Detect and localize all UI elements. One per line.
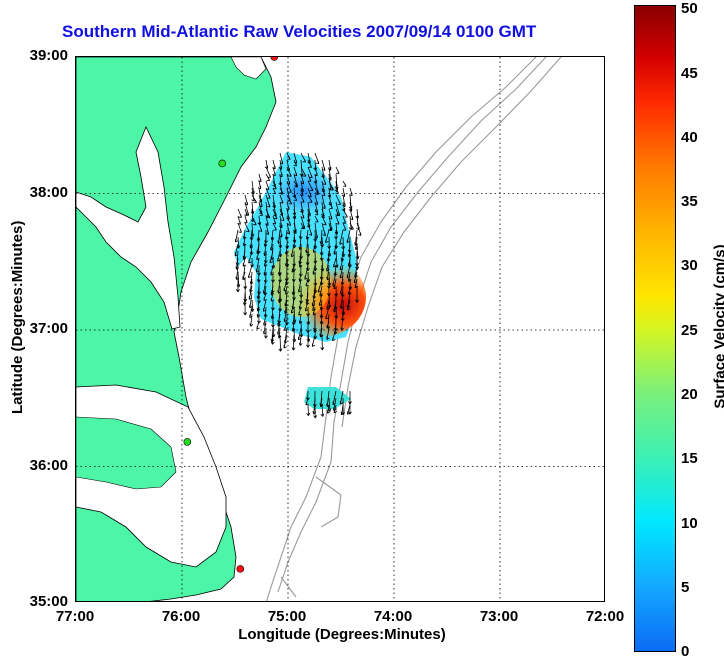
colorbar-tick-5: 5 xyxy=(681,579,689,596)
x-axis-label: Longitude (Degrees:Minutes) xyxy=(212,626,472,643)
xtick-72: 72:00 xyxy=(570,608,640,625)
colorbar xyxy=(634,5,676,652)
velocity-arrowhead xyxy=(316,161,319,164)
velocity-arrow xyxy=(300,335,301,346)
velocity-arrowhead xyxy=(250,323,253,326)
colorbar-tick-40: 40 xyxy=(681,129,698,146)
velocity-arrowhead xyxy=(343,184,346,187)
xtick-73: 73:00 xyxy=(464,608,534,625)
velocity-arrowhead xyxy=(248,275,251,278)
velocity-arrowhead xyxy=(284,345,287,348)
velocity-arrow xyxy=(308,405,309,416)
xtick-76: 76:00 xyxy=(146,608,216,625)
station-marker xyxy=(237,565,244,572)
velocity-arrowhead xyxy=(257,326,260,329)
xtick-75: 75:00 xyxy=(252,608,322,625)
colorbar-tick-50: 50 xyxy=(681,0,698,17)
velocity-arrow xyxy=(280,335,281,351)
colorbar-tick-25: 25 xyxy=(681,322,698,339)
velocity-low-core xyxy=(269,167,339,217)
velocity-arrowhead xyxy=(267,178,270,181)
ytick-38: 38:00 xyxy=(2,184,68,201)
velocity-arrow xyxy=(252,300,253,312)
velocity-arrow xyxy=(293,335,294,350)
velocity-arrow xyxy=(315,279,316,293)
velocity-arrowhead xyxy=(244,213,247,216)
y-axis-label: Latitude (Degrees:Minutes) xyxy=(9,239,26,414)
velocity-arrowhead xyxy=(358,233,361,236)
ytick-39: 39:00 xyxy=(2,47,68,64)
map-plot-area[interactable] xyxy=(75,56,605,602)
velocity-arrowhead xyxy=(257,314,260,317)
ytick-36: 36:00 xyxy=(2,457,68,474)
colorbar-tick-45: 45 xyxy=(681,65,698,82)
velocity-arrow xyxy=(315,258,316,271)
colorbar-tick-35: 35 xyxy=(681,193,698,210)
colorbar-tick-30: 30 xyxy=(681,257,698,274)
velocity-arrow xyxy=(350,216,351,230)
map-svg xyxy=(76,57,605,602)
colorbar-label: Surface Velocity (cm/s) xyxy=(712,227,724,427)
station-marker xyxy=(271,57,278,61)
map-title: Southern Mid-Atlantic Raw Velocities 200… xyxy=(62,22,632,46)
xtick-77: 77:00 xyxy=(40,608,110,625)
colorbar-tick-15: 15 xyxy=(681,450,698,467)
colorbar-tick-20: 20 xyxy=(681,386,698,403)
station-marker xyxy=(219,160,226,167)
velocity-arrowhead xyxy=(244,220,247,223)
colorbar-tick-10: 10 xyxy=(681,515,698,532)
colorbar-tick-0: 0 xyxy=(681,643,689,660)
xtick-74: 74:00 xyxy=(358,608,428,625)
velocity-arrowhead xyxy=(239,230,242,233)
station-marker xyxy=(184,438,191,445)
velocity-arrowhead xyxy=(239,215,242,218)
velocity-arrowhead xyxy=(312,344,315,347)
velocity-arrow xyxy=(251,314,252,326)
